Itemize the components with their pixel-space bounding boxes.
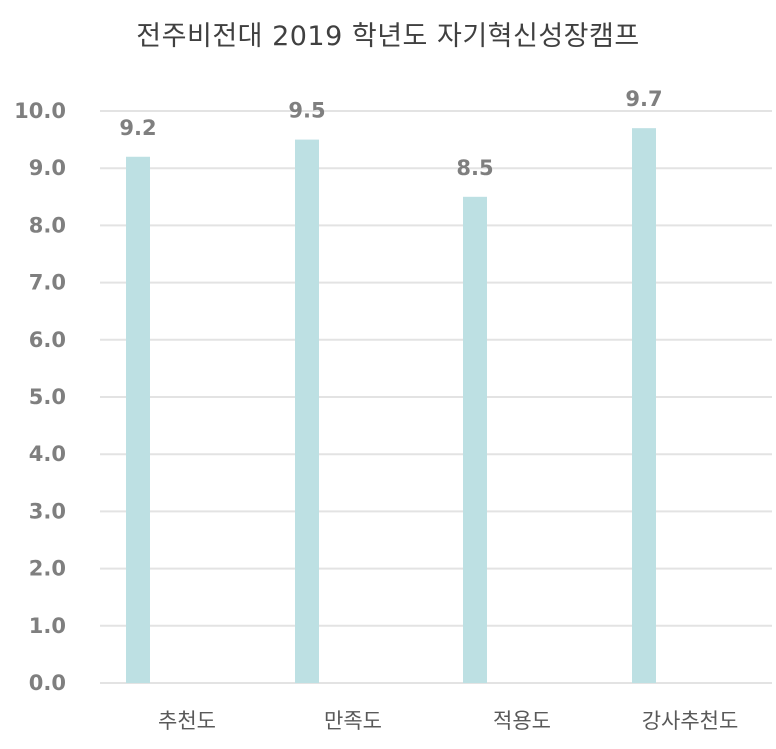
y-tick-label: 0.0	[29, 671, 66, 695]
category-label-4: 강사추천도	[642, 709, 739, 733]
y-tick-label: 6.0	[29, 328, 66, 352]
bars	[126, 128, 656, 684]
y-tick-label: 9.0	[29, 156, 66, 180]
data-label-3: 8.5	[456, 156, 493, 180]
gridlines	[100, 110, 772, 684]
data-label-1: 9.2	[119, 116, 156, 140]
data-label-2: 9.5	[288, 99, 325, 123]
category-label-3: 적용도	[493, 709, 551, 733]
y-tick-label: 5.0	[29, 385, 66, 409]
x-axis-categories: 추천도 만족도 적용도 강사추천도	[158, 709, 738, 733]
bar-4	[632, 128, 656, 683]
data-labels: 9.2 9.5 8.5 9.7	[119, 87, 662, 180]
y-tick-label: 2.0	[29, 557, 66, 581]
category-label-2: 만족도	[324, 709, 382, 733]
bar-3	[463, 196, 487, 684]
y-tick-label: 3.0	[29, 499, 66, 523]
y-tick-label: 8.0	[29, 213, 66, 237]
y-tick-label: 4.0	[29, 442, 66, 466]
category-label-1: 추천도	[158, 709, 216, 733]
y-tick-label: 10.0	[14, 99, 66, 123]
y-axis-ticks: 0.0 1.0 2.0 3.0 4.0 5.0 6.0 7.0 8.0 9.0 10.0	[14, 99, 66, 695]
bar-1	[126, 156, 150, 683]
data-label-4: 9.7	[625, 87, 662, 111]
y-tick-label: 1.0	[29, 614, 66, 638]
chart-title: 전주비전대 2019 학년도 자기혁신성장캠프	[136, 21, 640, 52]
y-tick-label: 7.0	[29, 271, 66, 295]
bar-2	[295, 139, 319, 684]
